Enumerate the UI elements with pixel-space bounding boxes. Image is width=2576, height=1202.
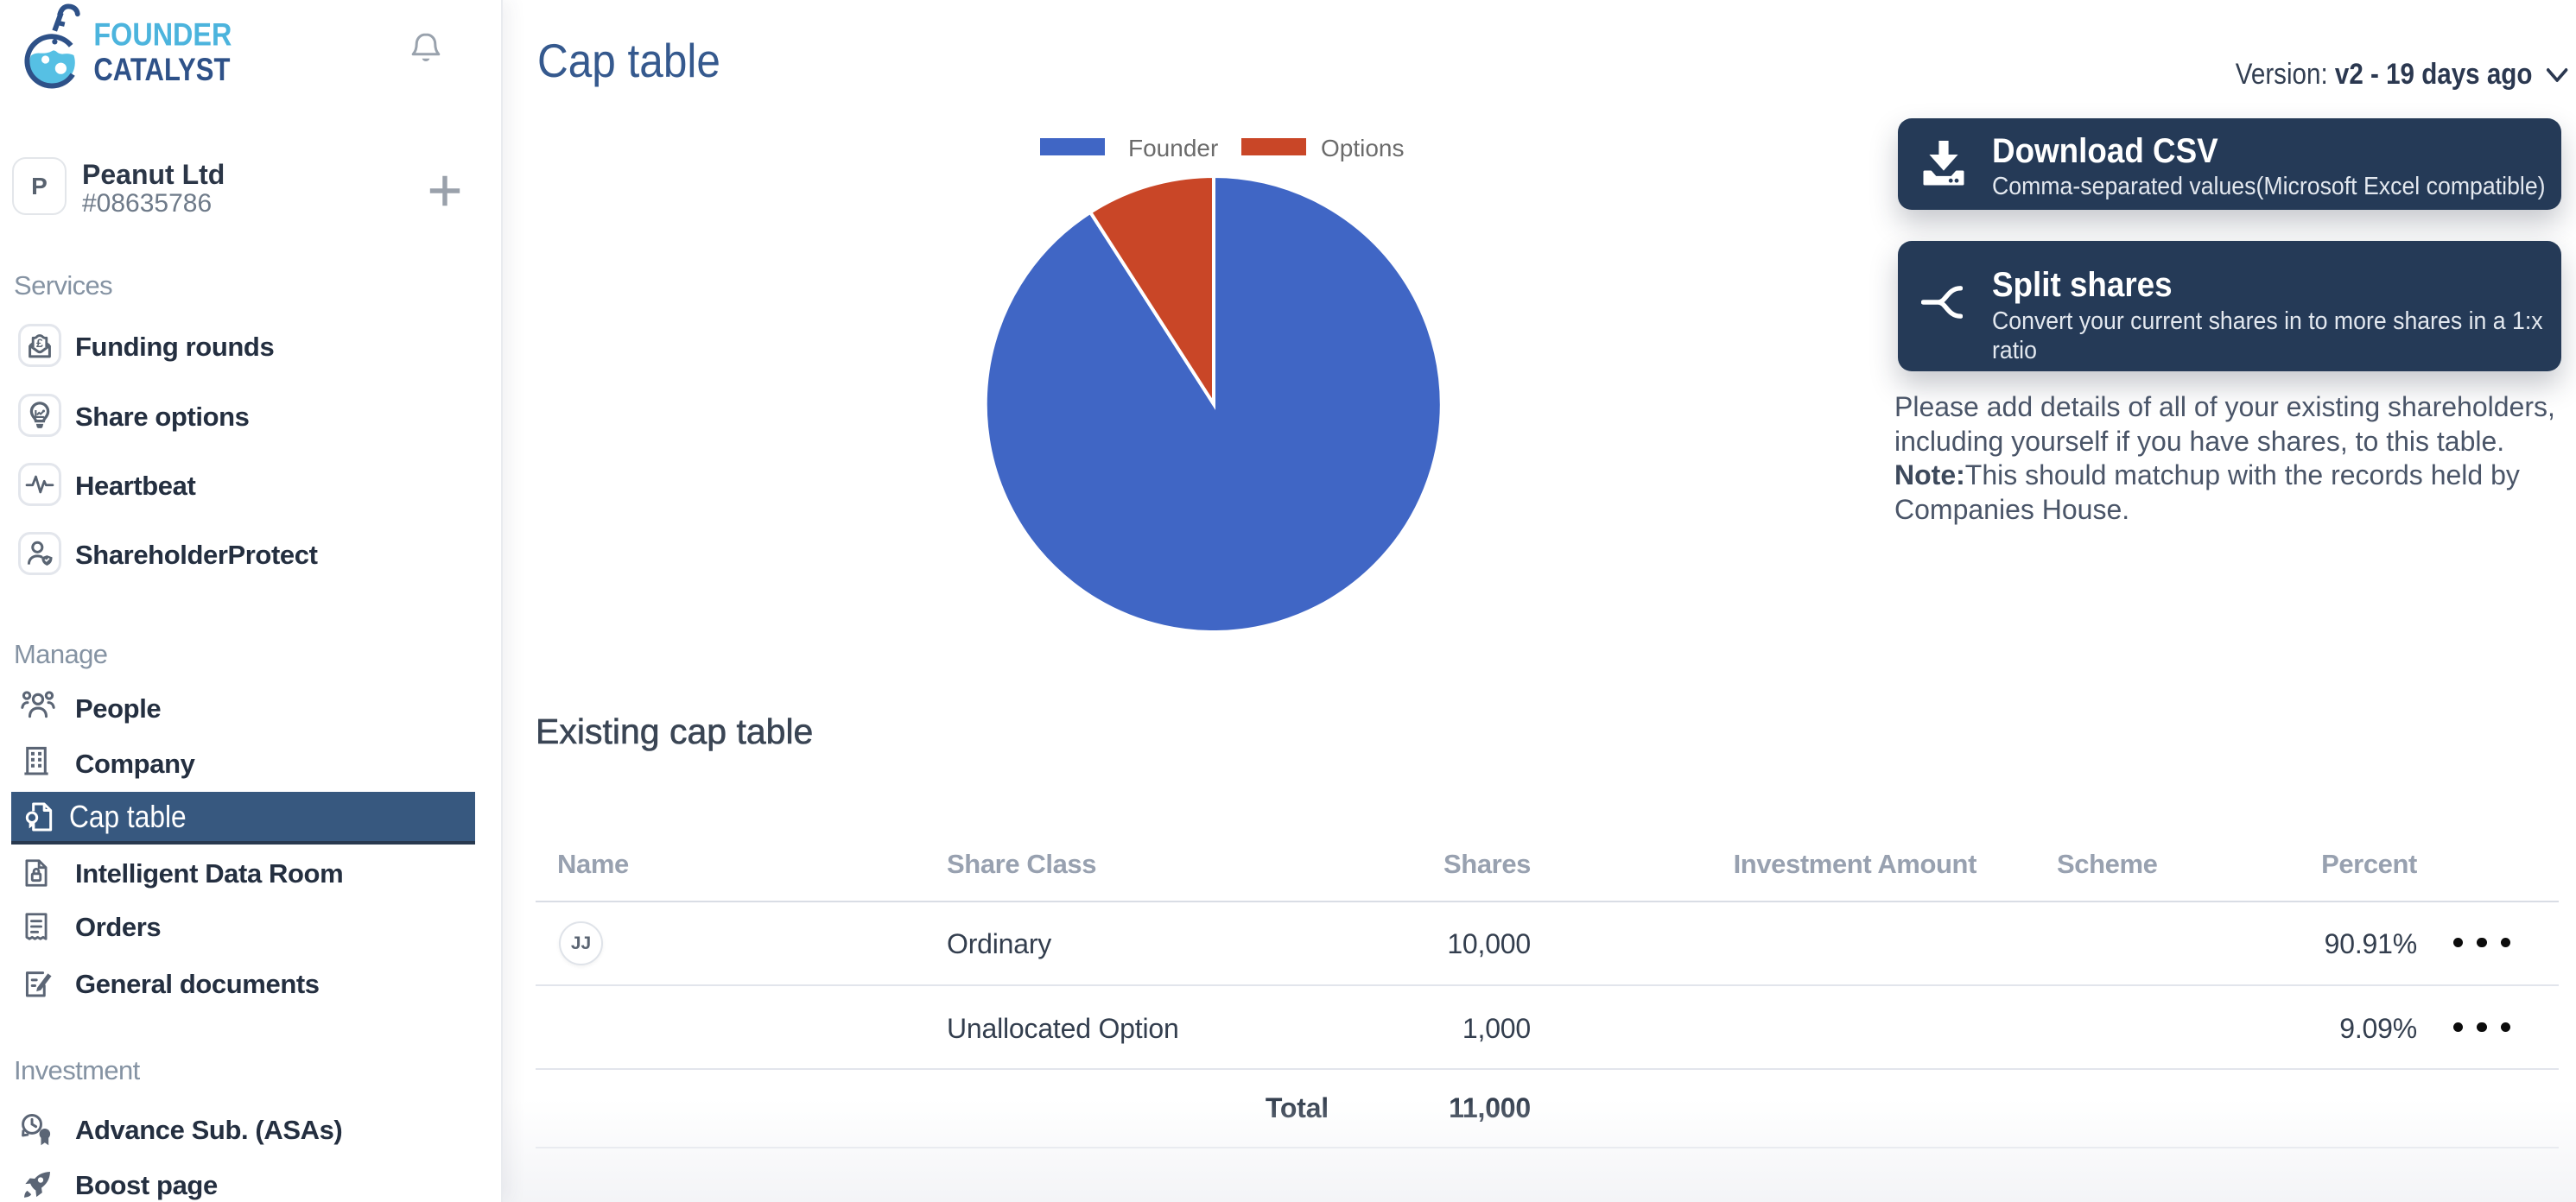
svg-text:£: £ bbox=[36, 337, 43, 351]
svg-text:CATALYST: CATALYST bbox=[93, 52, 230, 87]
svg-text:FOUNDER: FOUNDER bbox=[93, 17, 232, 53]
